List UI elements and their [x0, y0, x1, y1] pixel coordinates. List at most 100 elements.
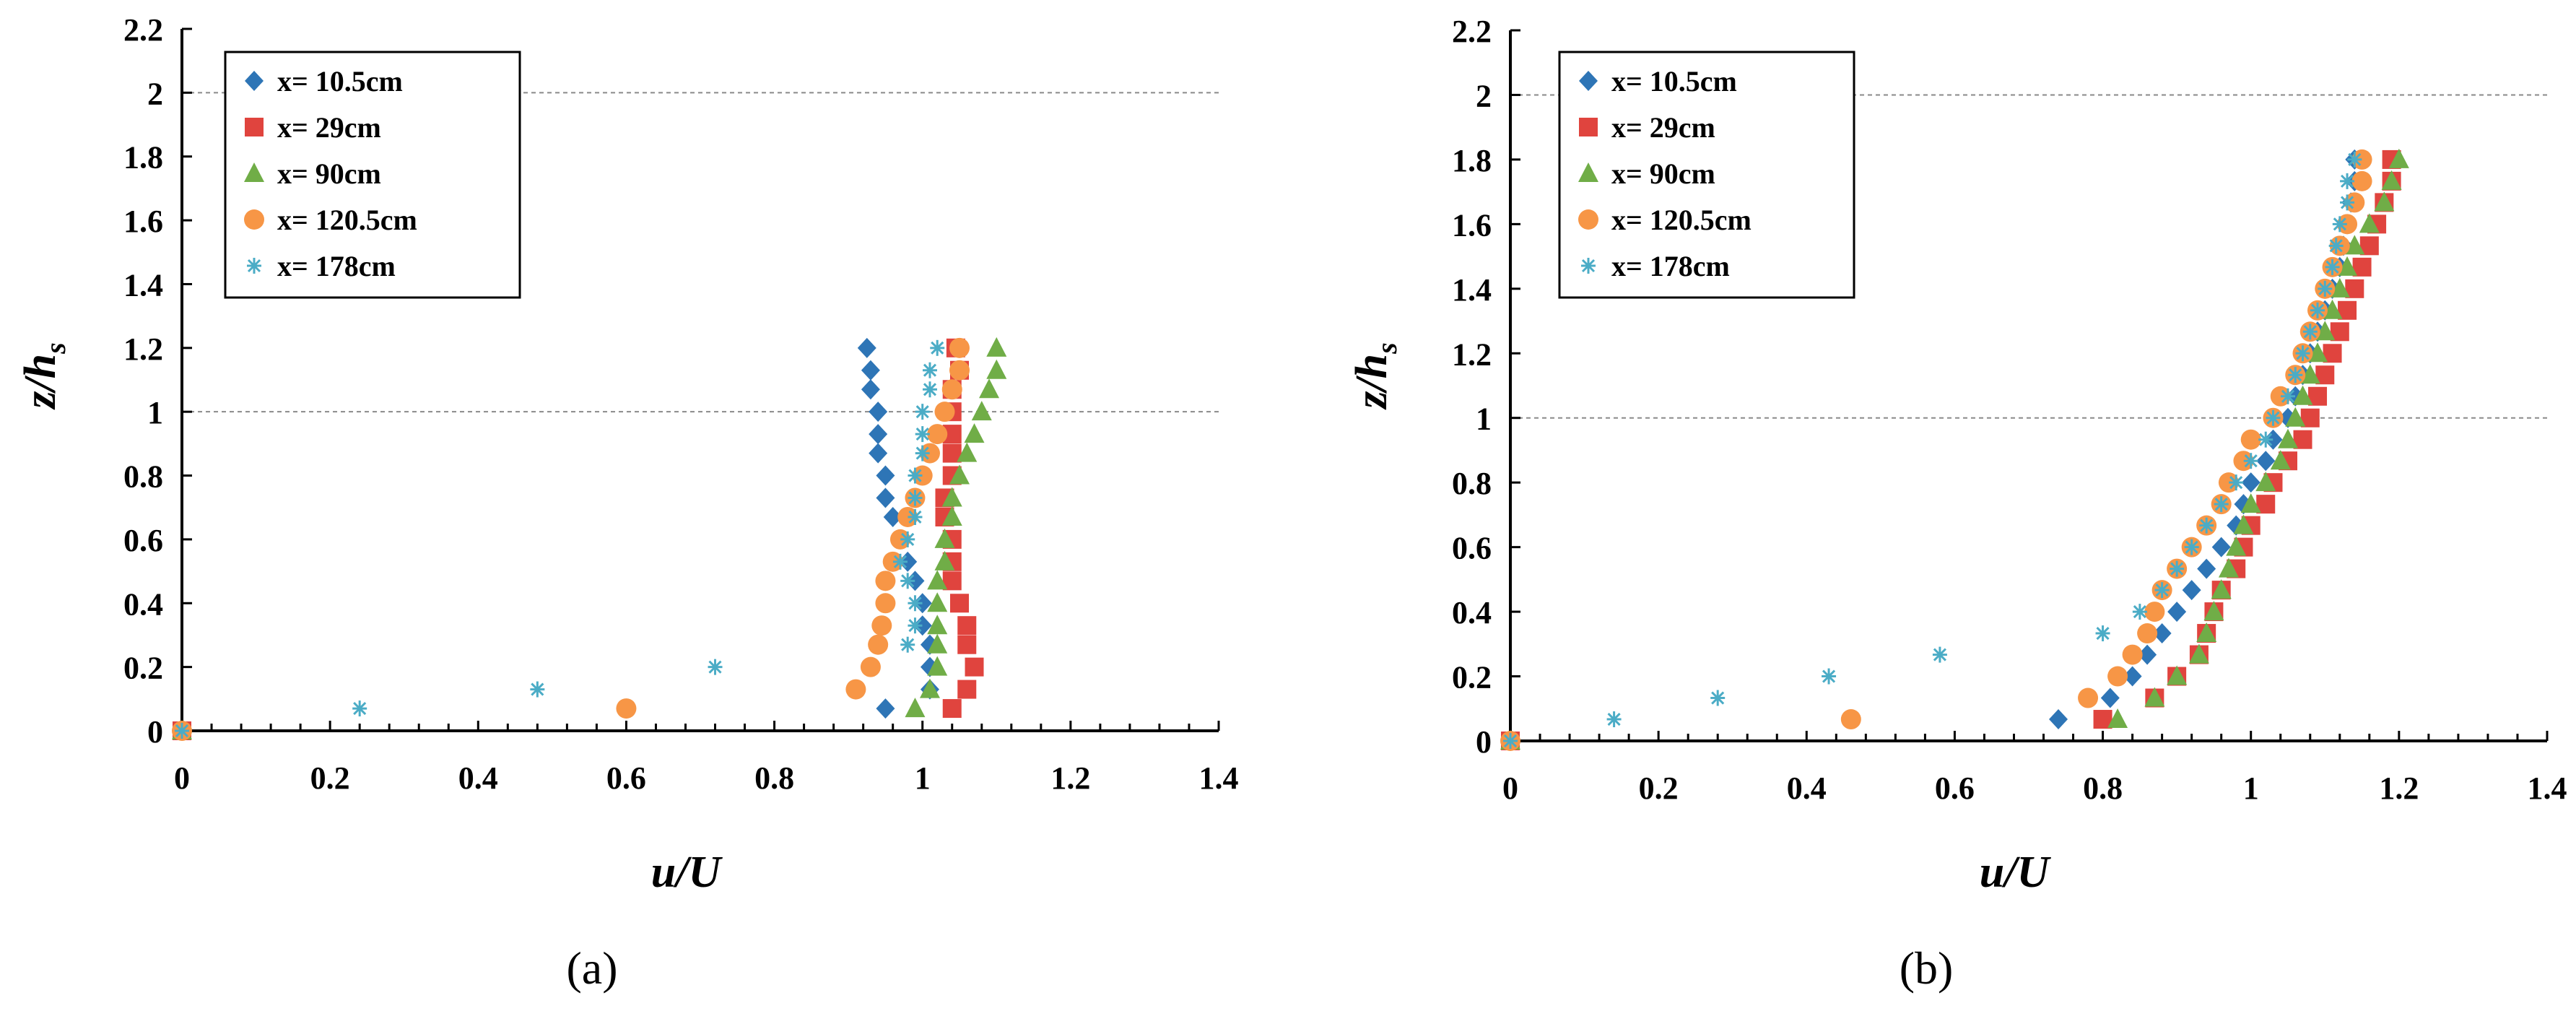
- data-point-diamond: [2138, 644, 2157, 665]
- data-point-triangle: [934, 528, 955, 548]
- data-point-asterisk: [2332, 216, 2347, 233]
- data-point-asterisk: [915, 445, 930, 461]
- y-tick-label: 0.6: [123, 523, 163, 558]
- data-point-diamond: [898, 551, 918, 572]
- y-tick-label: 0.8: [123, 459, 163, 495]
- data-point-circle: [2218, 472, 2239, 493]
- data-point-triangle: [2307, 342, 2328, 363]
- data-point-triangle: [927, 656, 948, 676]
- legend-marker: [1579, 71, 1598, 91]
- data-point-diamond: [2167, 602, 2187, 622]
- data-point-asterisk: [2266, 409, 2281, 426]
- data-point-triangle: [2322, 299, 2343, 319]
- chart-panel-b: 0 0.2 0.4 0.6 0.8 1 1.2 1.4 0 0.2 0.4 0.6 0.8 1 1.2 1.4…: [1347, 14, 2567, 994]
- legend-entry-label: x= 29cm: [1611, 111, 1715, 144]
- data-point-asterisk: [2340, 173, 2355, 189]
- y-tick-label: 0.4: [123, 586, 163, 622]
- data-point-asterisk: [2243, 453, 2258, 469]
- legend-marker: [1578, 162, 1598, 182]
- data-point-triangle: [2255, 472, 2276, 492]
- data-point-square: [965, 657, 984, 677]
- data-point-square: [942, 699, 962, 719]
- y-tick-label: 1: [1476, 402, 1492, 437]
- series-3: [172, 337, 970, 741]
- legend-marker: [245, 71, 264, 91]
- y-tick-label: 1.6: [123, 204, 163, 239]
- data-point-triangle: [949, 464, 970, 485]
- data-point-triangle: [2196, 622, 2217, 643]
- data-point-triangle: [2218, 557, 2239, 578]
- data-point-triangle: [2381, 170, 2402, 190]
- legend: x= 10.5cm x= 29cm x= 90cm x= 120.5cm x= 178c…: [1558, 51, 1855, 299]
- data-point-asterisk: [1822, 668, 1837, 685]
- data-point-circle: [912, 465, 933, 486]
- y-tick-label: 0.6: [1452, 531, 1492, 566]
- data-point-circle: [2122, 644, 2143, 665]
- data-point-triangle: [986, 337, 1007, 357]
- legend-entry-label: x= 29cm: [277, 111, 381, 144]
- data-point-circle: [871, 615, 892, 636]
- data-point-asterisk: [2199, 517, 2214, 534]
- y-tick-label: 1.6: [1452, 207, 1492, 243]
- x-tick-label: 0.6: [606, 760, 646, 796]
- data-point-triangle: [2270, 450, 2291, 470]
- data-point-triangle: [927, 615, 948, 635]
- data-point-asterisk: [2347, 151, 2362, 168]
- data-point-asterisk: [2310, 302, 2325, 318]
- data-point-asterisk: [2318, 280, 2333, 297]
- data-point-triangle: [927, 592, 948, 612]
- data-point-triangle: [986, 359, 1007, 379]
- legend-marker: [244, 209, 264, 230]
- legend-entry-label: x= 178cm: [277, 250, 396, 282]
- data-point-circle: [2344, 192, 2365, 213]
- data-point-circle: [2240, 429, 2261, 450]
- data-point-asterisk: [2281, 388, 2295, 404]
- legend-marker: [245, 118, 264, 136]
- data-point-diamond: [869, 402, 888, 422]
- legend-entry-label: x= 120.5cm: [1611, 204, 1752, 236]
- data-point-circle: [897, 506, 918, 527]
- data-point-triangle: [957, 442, 978, 462]
- data-point-asterisk: [708, 659, 723, 675]
- data-point-square: [950, 594, 969, 613]
- data-point-diamond: [883, 506, 902, 527]
- data-point-circle: [2337, 214, 2358, 235]
- data-point-diamond: [2263, 429, 2283, 450]
- data-point-circle: [875, 593, 896, 614]
- data-point-circle: [941, 379, 962, 400]
- panel-label: (a): [566, 942, 617, 994]
- data-point-triangle: [2329, 277, 2350, 298]
- data-point-circle: [2351, 149, 2372, 170]
- series-2: [1500, 148, 2409, 750]
- chart-panel-a: 0 0.2 0.4 0.6 0.8 1 1.2 1.4 0 0.2 0.4 0.6 0.8 1 1.2 1.4…: [16, 12, 1239, 994]
- data-point-triangle: [927, 570, 948, 590]
- x-axis-label: u/U: [1980, 848, 2052, 897]
- x-tick-label: 1: [2243, 771, 2259, 806]
- data-point-circle: [889, 529, 910, 550]
- panel-label: (b): [1900, 942, 1954, 994]
- data-point-asterisk: [2302, 324, 2318, 340]
- data-point-circle: [934, 402, 955, 422]
- data-point-asterisk: [915, 426, 930, 443]
- data-point-triangle: [905, 698, 926, 718]
- data-point-diamond: [876, 465, 895, 486]
- data-point-triangle: [927, 633, 948, 654]
- legend: x= 10.5cm x= 29cm x= 90cm x= 120.5cm x= 178c…: [224, 51, 521, 299]
- y-tick-label: 1.2: [123, 331, 163, 367]
- x-tick-label: 1: [915, 760, 931, 796]
- y-tick-label: 1.4: [123, 267, 163, 303]
- data-point-triangle: [964, 423, 985, 443]
- y-tick-label: 0.8: [1452, 466, 1492, 501]
- data-point-asterisk: [908, 490, 923, 506]
- y-axis-label-main: z/h: [1347, 354, 1396, 410]
- data-point-triangle: [2299, 364, 2320, 384]
- data-point-asterisk: [2095, 625, 2110, 642]
- y-tick-label: 0.2: [1452, 660, 1492, 695]
- data-point-diamond: [913, 615, 932, 636]
- data-point-circle: [919, 443, 940, 464]
- data-point-triangle: [2359, 213, 2380, 233]
- y-axis-label-subscript: s: [1370, 342, 1403, 355]
- data-point-asterisk: [900, 531, 915, 547]
- y-axis-label: z/hs: [16, 342, 71, 409]
